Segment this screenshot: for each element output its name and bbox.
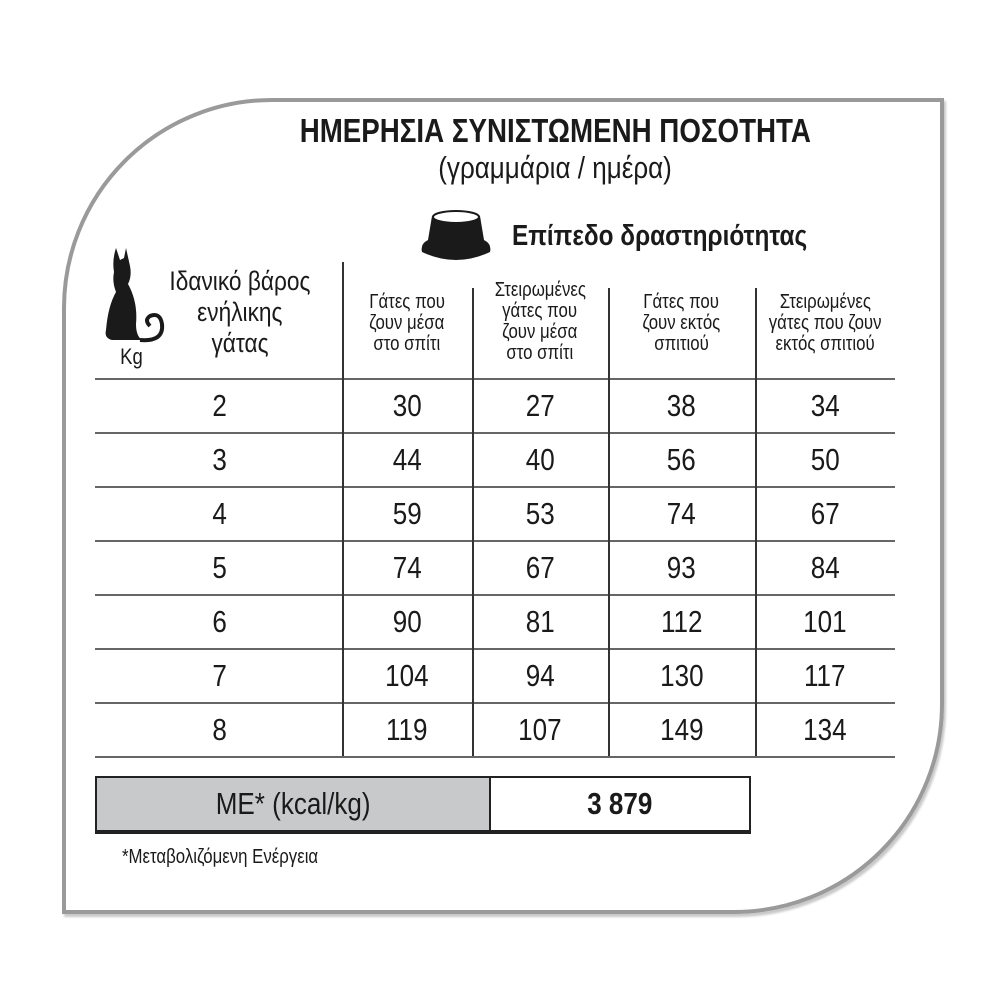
amount-cell: 93 [667, 550, 696, 585]
amount-cell: 34 [810, 388, 840, 423]
weight-cell: 2 [212, 388, 228, 423]
weight-cell: 4 [212, 496, 228, 531]
row-divider [95, 594, 895, 596]
amount-cell: 130 [659, 658, 704, 693]
amount-cell: 40 [525, 442, 555, 477]
weight-cell: 7 [212, 658, 228, 693]
column-divider [755, 288, 757, 756]
footnote: *Μεταβολιζόμενη Ενέργεια [122, 846, 319, 868]
amount-cell: 107 [518, 712, 562, 747]
column-header: Στειρωμένες γάτες που ζουν μέσα στο σπίτι [494, 279, 586, 364]
amount-cell: 74 [392, 550, 422, 585]
amount-cell: 119 [386, 712, 428, 747]
amount-cell: 59 [392, 496, 422, 531]
food-bowl-icon [420, 208, 492, 269]
amount-cell: 117 [804, 658, 846, 693]
energy-box: ME* (kcal/kg) 3 879 [95, 776, 751, 832]
activity-level-label: Επίπεδο δραστηριότητας [512, 220, 808, 252]
page-title: ΗΜΕΡΗΣΙΑ ΣΥΝΙΣΤΩΜΕΝΗ ΠΟΣΟΤΗΤΑ [299, 112, 811, 149]
page-subtitle: (γραμμάρια / ημέρα) [438, 150, 672, 185]
amount-cell: 74 [667, 496, 696, 531]
amount-cell: 149 [659, 712, 704, 747]
amount-cell: 81 [525, 604, 555, 639]
amount-cell: 53 [525, 496, 555, 531]
amount-cell: 44 [392, 442, 422, 477]
row-divider [95, 540, 895, 542]
card-frame [62, 98, 944, 914]
column-divider [472, 288, 474, 756]
amount-cell: 67 [525, 550, 555, 585]
amount-cell: 67 [810, 496, 840, 531]
energy-label: ME* (kcal/kg) [97, 778, 491, 830]
amount-cell: 134 [803, 712, 847, 747]
row-divider [95, 486, 895, 488]
amount-cell: 104 [385, 658, 429, 693]
column-header: Γάτες που ζουν εκτός σπιτιού [642, 291, 721, 355]
amount-cell: 84 [810, 550, 840, 585]
cat-silhouette-icon [102, 246, 168, 351]
amount-cell: 27 [525, 388, 555, 423]
row-divider [95, 378, 895, 380]
energy-value: 3 879 [587, 786, 653, 821]
amount-cell: 94 [525, 658, 555, 693]
amount-cell: 56 [667, 442, 696, 477]
weight-column-header: Ιδανικό βάρος ενήλικης γάτας [169, 266, 311, 358]
weight-cell: 5 [212, 550, 228, 585]
weight-cell: 6 [212, 604, 228, 639]
unit-label: Kg [120, 344, 143, 369]
column-divider [608, 288, 610, 756]
weight-cell: 3 [212, 442, 228, 477]
row-divider [95, 702, 895, 704]
amount-cell: 90 [392, 604, 422, 639]
row-divider [95, 432, 895, 434]
column-divider [342, 262, 344, 756]
column-header: Στειρωμένες γάτες που ζουν εκτός σπιτιού [768, 291, 882, 355]
amount-cell: 101 [803, 604, 847, 639]
weight-cell: 8 [212, 712, 228, 747]
amount-cell: 112 [660, 604, 703, 639]
amount-cell: 38 [667, 388, 696, 423]
row-divider [95, 756, 895, 758]
amount-cell: 50 [810, 442, 840, 477]
row-divider [95, 648, 895, 650]
column-header: Γάτες που ζουν μέσα στο σπίτι [369, 291, 445, 355]
amount-cell: 30 [392, 388, 422, 423]
